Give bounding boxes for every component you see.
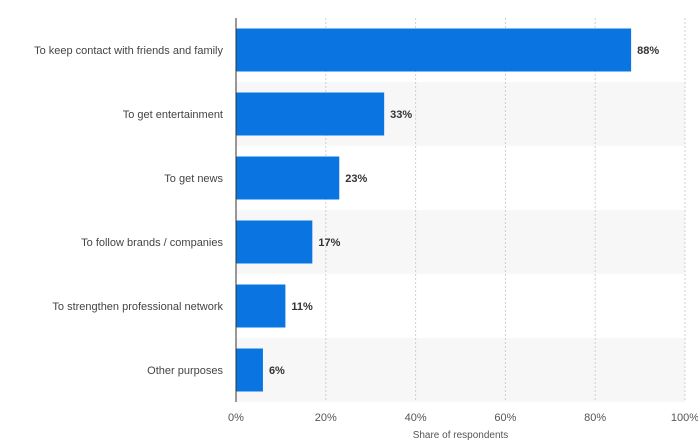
gridlines [325,18,686,402]
category-label: To keep contact with friends and family [34,45,223,57]
x-tick-label: 20% [315,412,337,424]
x-tick-label: 40% [405,412,427,424]
category-label: To get news [164,173,223,185]
category-label: To follow brands / companies [81,237,223,249]
x-tick-labels: 0% 20% 40% 60% 80% 100% [228,412,698,424]
bar [236,348,263,392]
category-label: To strengthen professional network [52,301,223,313]
category-labels: To keep contact with friends and family T… [34,45,223,377]
bar [236,92,385,136]
x-tick-label: 80% [584,412,606,424]
x-tick-label: 60% [494,412,516,424]
value-labels: 88% 33% 23% 17% 11% 6% [269,45,659,377]
value-label: 11% [291,301,313,313]
bar [236,28,632,72]
value-label: 33% [390,109,412,121]
row-band [236,338,685,402]
value-label: 6% [269,365,285,377]
value-label: 23% [345,173,367,185]
x-axis-title: Share of respondents [413,430,509,441]
category-label: Other purposes [147,365,223,377]
bar [236,156,340,200]
x-tick-label: 0% [228,412,244,424]
category-label: To get entertainment [123,109,223,121]
bar [236,220,313,264]
value-label: 17% [318,237,340,249]
x-tick-label: 100% [671,412,698,424]
bars [236,28,632,392]
value-label: 88% [637,45,659,57]
bar [236,284,286,328]
